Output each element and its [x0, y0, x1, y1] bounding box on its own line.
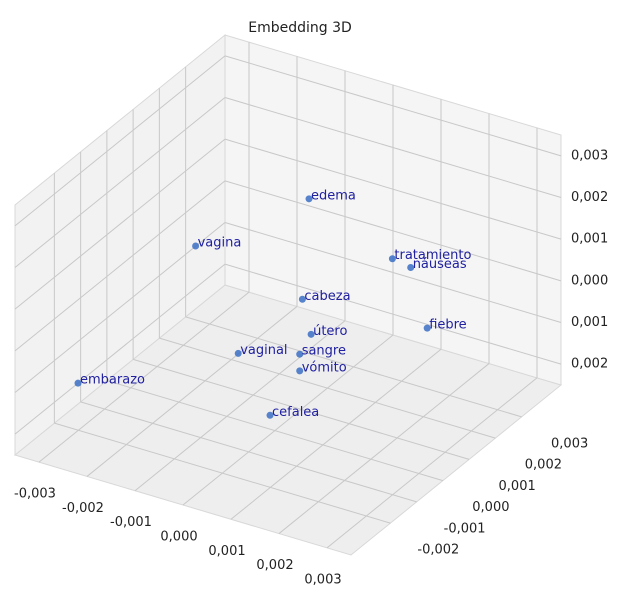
point-label: cefalea	[272, 405, 319, 420]
grid-line	[86, 306, 298, 477]
grid-line	[224, 222, 562, 323]
grid-line	[182, 334, 394, 506]
grid-line	[326, 377, 538, 549]
grid-line	[106, 380, 444, 482]
point-label: náuseas	[413, 257, 467, 272]
z-tick-label: 0,000	[571, 273, 608, 288]
point	[298, 295, 306, 303]
point	[423, 324, 431, 332]
point	[296, 350, 304, 358]
chart-title: Embedding 3D	[248, 20, 352, 36]
point	[407, 263, 415, 271]
z-tick-label: 0,002	[571, 357, 608, 372]
grid-line	[278, 363, 490, 534]
grid-line	[38, 291, 250, 463]
y-tick-label: 0,002	[525, 458, 562, 473]
point-label: vómito	[302, 360, 347, 375]
point-label: cabeza	[304, 289, 350, 304]
y-tick-label: 0,000	[472, 500, 509, 515]
point	[74, 379, 82, 387]
grid-line	[14, 180, 226, 352]
point-label: útero	[313, 324, 347, 339]
point-label: fiebre	[429, 318, 467, 333]
x-tick-label: 0,002	[256, 558, 293, 573]
grid-line	[54, 422, 391, 524]
point-label: edema	[311, 188, 356, 203]
x-tick-label: -0,003	[14, 487, 56, 502]
point	[388, 255, 396, 263]
grid-line	[224, 180, 562, 282]
z-tick-label: 0,002	[571, 190, 608, 205]
x-tick-label: 0,000	[160, 530, 197, 545]
y-tick-label: 0,003	[551, 436, 588, 451]
grid-line	[14, 222, 226, 393]
point-label: vagina	[198, 236, 242, 251]
grid-line	[80, 401, 417, 503]
grid-line	[224, 263, 562, 365]
point-label: sangre	[302, 344, 346, 359]
grid-line	[224, 138, 562, 240]
point	[234, 349, 242, 357]
point-label: embarazo	[80, 373, 145, 388]
grid-line	[134, 320, 346, 492]
point	[307, 330, 315, 338]
point	[192, 242, 200, 250]
grid-line	[14, 263, 226, 435]
z-tick-label: 0,001	[571, 232, 608, 247]
grid-line	[185, 316, 522, 418]
grid-line	[132, 358, 470, 460]
x-tick-label: 0,001	[208, 544, 245, 559]
grid-line	[14, 138, 226, 310]
point	[296, 367, 304, 375]
grid-line	[224, 97, 562, 198]
point	[266, 411, 274, 419]
x-tick-label: 0,003	[304, 572, 341, 587]
grid-line	[14, 55, 226, 227]
grid-line	[159, 337, 496, 439]
z-tick-label: 0,001	[571, 315, 608, 330]
grid-line	[230, 348, 442, 520]
x-tick-label: -0,002	[62, 501, 104, 516]
grid-line	[14, 97, 226, 268]
point-label: tratamiento	[394, 248, 471, 263]
point	[305, 195, 313, 203]
x-tick-label: -0,001	[110, 515, 152, 530]
point-label: vaginal	[240, 343, 287, 358]
grid-line	[224, 55, 562, 157]
z-tick-label: 0,003	[571, 148, 608, 163]
y-tick-label: -0,002	[417, 543, 459, 558]
y-tick-label: -0,001	[444, 521, 486, 536]
y-tick-label: 0,001	[499, 479, 536, 494]
